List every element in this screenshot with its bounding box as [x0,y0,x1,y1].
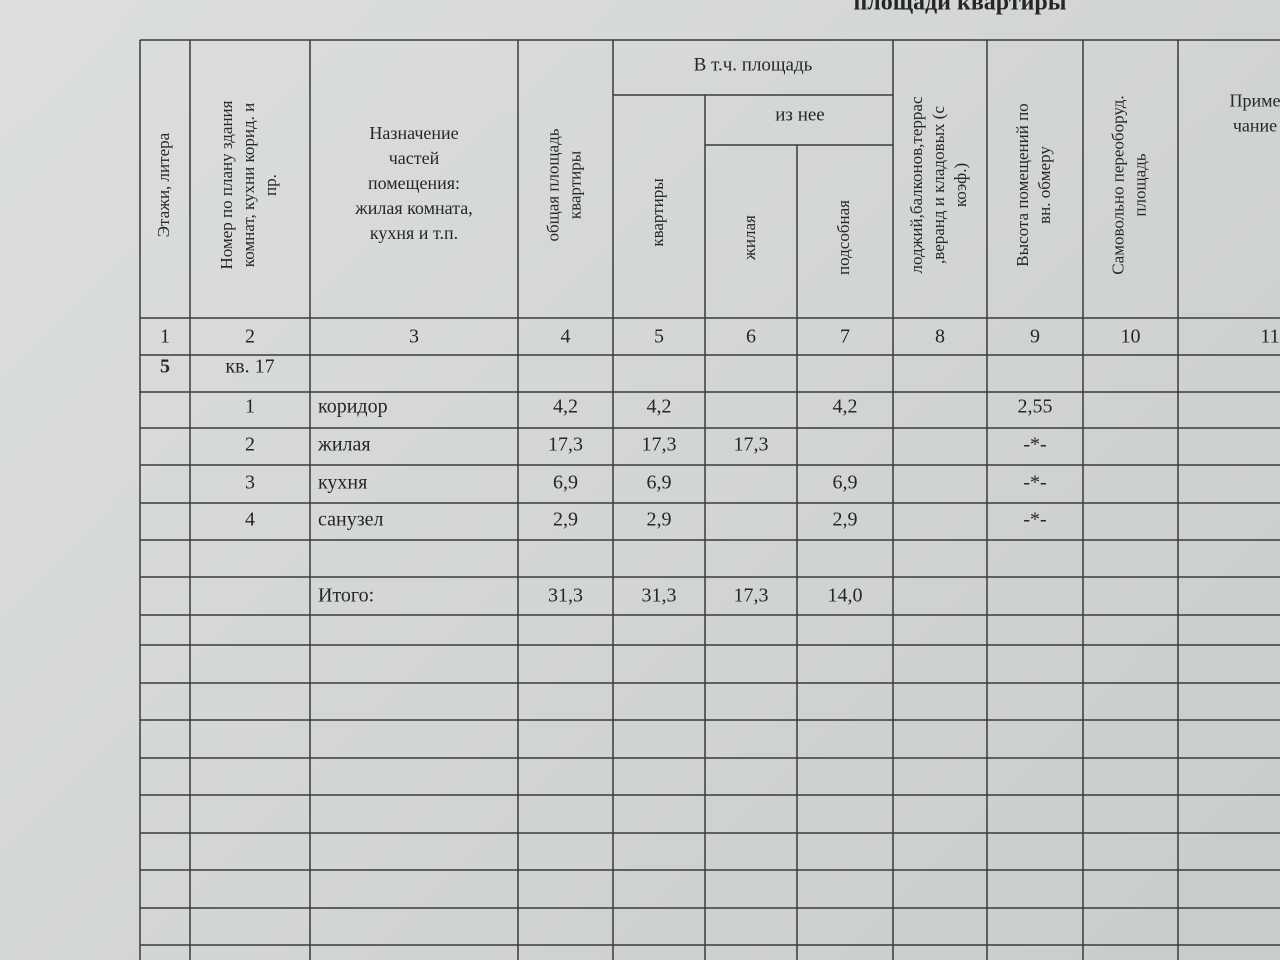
column-number: 1 [160,326,170,348]
column-header: подсобная [834,200,853,275]
column-header: Приме [1229,91,1280,111]
cell: 6,9 [553,472,578,494]
cell: кв. 17 [225,356,274,378]
cell: 14,0 [828,585,863,607]
group-header: из нее [775,104,824,125]
column-header: коэф.) [951,163,970,207]
cell: 5 [160,356,170,378]
column-number: 6 [746,326,756,348]
cell: коридор [318,396,388,418]
column-header: Высота помещений по [1013,103,1032,266]
cell: 2,9 [553,509,578,531]
cell: 4,2 [833,396,858,418]
column-header: общая площадь [543,128,562,241]
column-header: кухня и т.п. [370,223,458,243]
column-header: помещения: [368,173,460,193]
column-header: Самовольно переоборуд. [1108,95,1127,274]
cell: -*- [1023,509,1046,531]
cell: 17,3 [548,434,583,456]
column-header: жилая комната, [354,198,472,218]
cell: жилая [317,434,371,456]
column-header: комнат, кухни корид. и [239,103,258,267]
cell: 17,3 [734,585,769,607]
cell: -*- [1023,434,1046,456]
cell: санузел [318,509,383,531]
cell: 31,3 [642,585,677,607]
cell: 17,3 [734,434,769,456]
column-header: квартиры [565,150,584,219]
cell: 4 [245,509,255,531]
column-number: 2 [245,326,255,348]
cell: 4,2 [553,396,578,418]
cell: 6,9 [833,472,858,494]
cell: 2,9 [833,509,858,531]
column-header: ,веранд и кладовых (с [929,106,948,264]
cell: 17,3 [642,434,677,456]
column-header: лоджий,балконов,террас [907,96,926,273]
cell: 4,2 [647,396,672,418]
column-number: 7 [840,326,850,348]
column-header: жилая [740,215,759,261]
cell: 3 [245,472,255,494]
column-header: квартиры [648,178,667,247]
column-header: пр. [261,174,280,196]
cell: 2,9 [647,509,672,531]
group-header: В т.ч. площадь [694,54,813,75]
cell: 31,3 [548,585,583,607]
cell: 2 [245,434,255,456]
cell: -*- [1023,472,1046,494]
column-number: 11 [1260,326,1279,348]
column-number: 10 [1121,326,1141,348]
column-number: 4 [561,326,571,348]
column-number: 5 [654,326,664,348]
column-header: чание [1233,116,1277,136]
column-header: площадь [1130,153,1149,216]
column-header: вн. обмеру [1035,146,1054,224]
cell: 6,9 [647,472,672,494]
cell: 1 [245,396,255,418]
column-number: 3 [409,326,419,348]
cell: 2,55 [1018,396,1053,418]
column-number: 9 [1030,326,1040,348]
cell: Итого: [318,585,374,607]
page-title: площади квартиры [853,0,1066,16]
cell: кухня [318,472,367,494]
column-header: Номер по плану здания [217,100,236,269]
column-header: Назначение [369,123,458,143]
column-number: 8 [935,326,945,348]
column-header: Этажи, литера [154,132,173,237]
column-header: частей [389,148,440,168]
